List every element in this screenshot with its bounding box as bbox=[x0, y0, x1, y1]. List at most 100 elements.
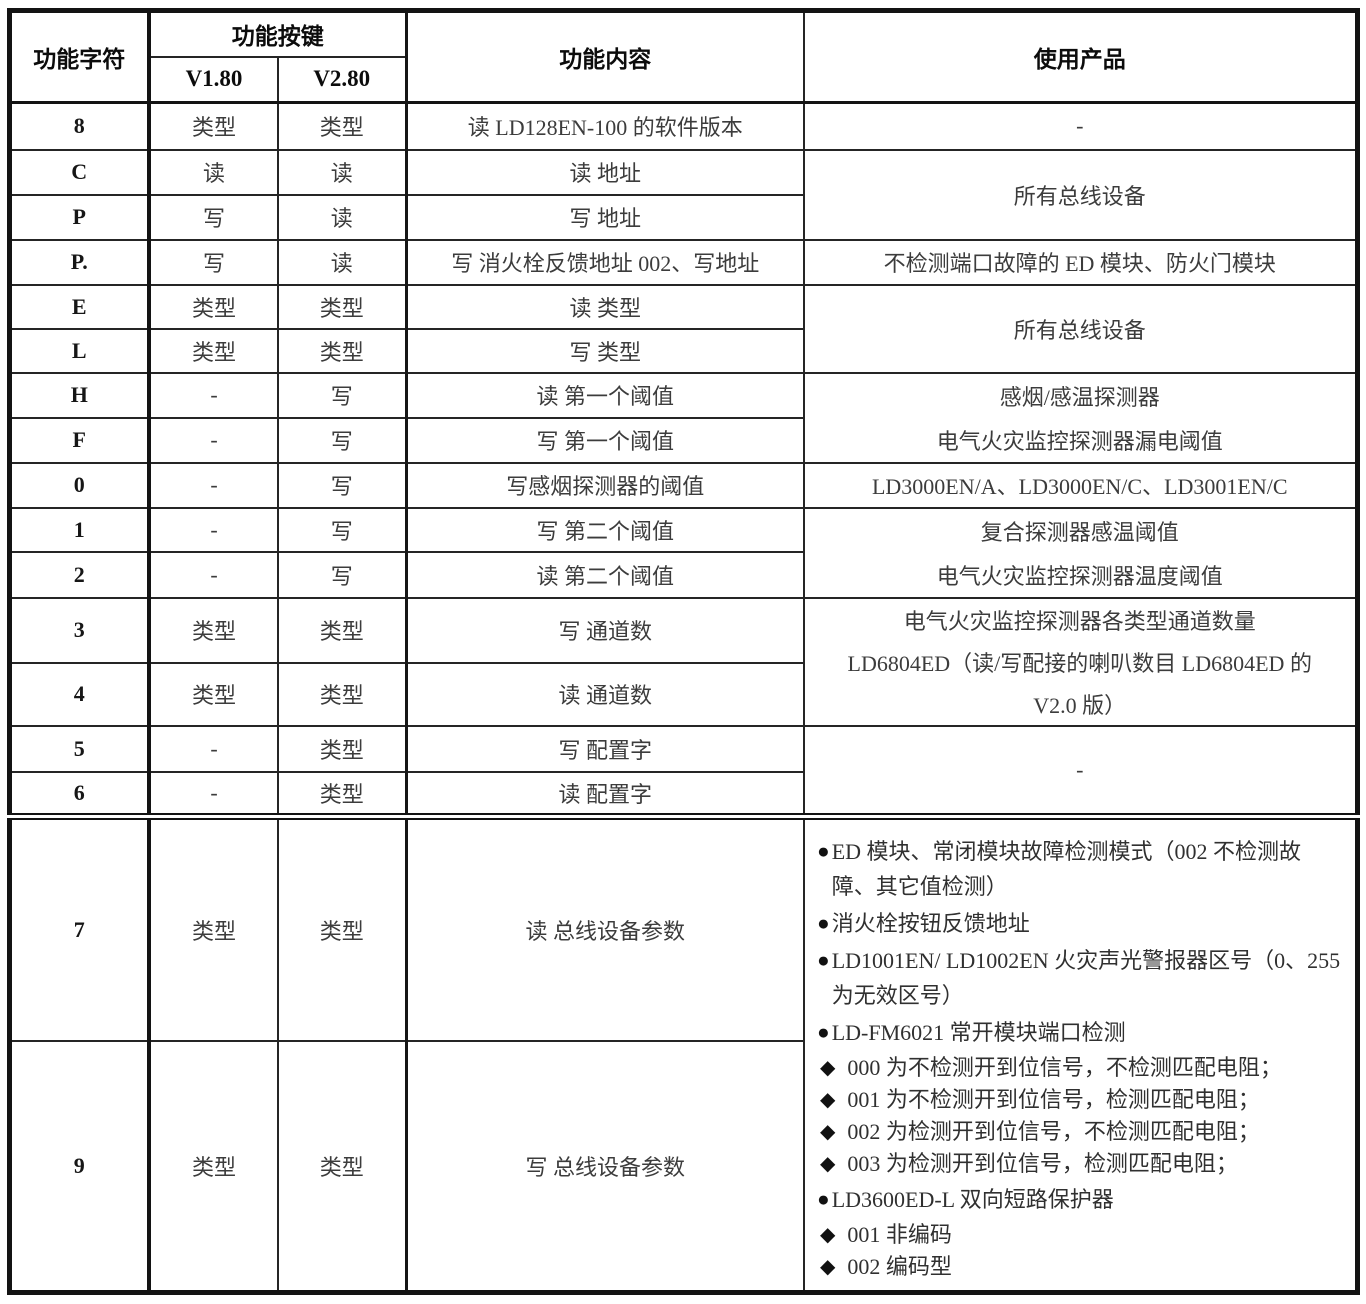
list-item-text: 消火栓按钮反馈地址 bbox=[831, 911, 1030, 936]
cell-v280: 类型 bbox=[277, 101, 408, 151]
header-v180: V1.80 bbox=[148, 55, 279, 104]
header-row-2: V1.80 V2.80 bbox=[9, 55, 1357, 104]
product-line: 复合探测器感温阈值 bbox=[980, 519, 1179, 545]
cell-func-content: 读 类型 bbox=[405, 283, 805, 330]
cell-func-char: 7 bbox=[8, 815, 151, 1042]
circle-bullet-icon: ● bbox=[817, 839, 830, 863]
header-product: 使用产品 bbox=[803, 9, 1358, 104]
cell-v180: 类型 bbox=[148, 101, 279, 151]
table-row: 8 类型 类型 读 LD128EN-100 的软件版本 - bbox=[8, 101, 1358, 151]
table-row: 0 - 写 写感烟探测器的阈值 LD3000EN/A、LD3000EN/C、LD… bbox=[8, 461, 1358, 509]
table-row: F - 写 写 第一个阈值 bbox=[8, 416, 1357, 464]
cell-v180: 写 bbox=[148, 238, 279, 286]
product-line: V2.0 版） bbox=[1033, 692, 1127, 718]
cell-v280: 类型 bbox=[277, 283, 408, 330]
cell-product-detail: ● ED 模块、常闭模块故障检测模式（002 不检测故障、其它值检测） ● 消火栓按… bbox=[803, 815, 1358, 1294]
circle-bullet-icon: ● bbox=[817, 1020, 830, 1044]
cell-func-char: E bbox=[8, 283, 151, 330]
cell-func-char: 8 bbox=[8, 101, 151, 151]
cell-func-content: 写 配置字 bbox=[405, 724, 805, 773]
header-func-keys: 功能按键 bbox=[148, 9, 408, 58]
cell-v280: 类型 bbox=[277, 327, 408, 374]
cell-v280: 读 bbox=[277, 148, 408, 196]
cell-func-content: 读 配置字 bbox=[405, 770, 805, 820]
table-row: 5 - 类型 写 配置字 - bbox=[8, 724, 1358, 820]
diamond-bullet-icon: ◆ bbox=[820, 1057, 836, 1079]
cell-v280: 写 bbox=[277, 550, 408, 599]
list-item-text: LD1001EN/ LD1002EN 火灾声光警报器区号（0、255 为无效区号… bbox=[831, 948, 1341, 1008]
header-func-char: 功能字符 bbox=[8, 9, 151, 104]
cell-func-char: 1 bbox=[8, 506, 151, 553]
list-item-text: ED 模块、常闭模块故障检测模式（002 不检测故障、其它值检测） bbox=[831, 839, 1302, 899]
table-row: P. 写 读 写 消火栓反馈地址 002、写地址 不检测端口故障的 ED 模块、… bbox=[8, 238, 1358, 286]
cell-v180: 读 bbox=[148, 148, 279, 196]
product-line: 电气火灾监控探测器漏电阈值 bbox=[936, 428, 1223, 454]
cell-func-char: P bbox=[8, 193, 151, 241]
cell-func-content: 写 地址 bbox=[405, 193, 805, 241]
cell-func-content: 写感烟探测器的阈值 bbox=[405, 461, 805, 509]
cell-func-content: 读 通道数 bbox=[405, 662, 805, 727]
cell-v180: 写 bbox=[148, 193, 279, 241]
list-item-text: 001 非编码 bbox=[847, 1222, 952, 1247]
list-item: ◆ 001 非编码 bbox=[817, 1219, 1341, 1251]
product-line: 电气火灾监控探测器温度阈值 bbox=[936, 563, 1223, 589]
table-row: 3 类型 类型 写 通道数 电气火灾监控探测器各类型通道数量 LD6804ED（… bbox=[8, 596, 1358, 727]
list-item: ● 消火栓按钮反馈地址 bbox=[817, 906, 1341, 941]
cell-v280: 写 bbox=[277, 461, 408, 509]
cell-v180: 类型 bbox=[148, 815, 279, 1042]
list-item: ● LD3600ED-L 双向短路保护器 bbox=[817, 1182, 1341, 1217]
list-item-text: 002 为检测开到位信号，不检测匹配电阻； bbox=[847, 1119, 1260, 1144]
list-item: ◆ 000 为不检测开到位信号，不检测匹配电阻； bbox=[817, 1052, 1341, 1084]
cell-product: - bbox=[803, 101, 1358, 151]
cell-product-merged: 复合探测器感温阈值 电气火灾监控探测器温度阈值 bbox=[803, 506, 1358, 599]
cell-v280: 读 bbox=[277, 193, 408, 241]
list-item: ● LD-FM6021 常开模块端口检测 bbox=[817, 1015, 1341, 1050]
cell-product-merged: 所有总线设备 bbox=[803, 283, 1358, 374]
cell-func-char: C bbox=[8, 148, 151, 196]
cell-func-content: 读 LD128EN-100 的软件版本 bbox=[405, 101, 805, 151]
list-item-text: 000 为不检测开到位信号，不检测匹配电阻； bbox=[847, 1055, 1282, 1080]
table-row: 7 类型 类型 读 总线设备参数 ● ED 模块、常闭模块故障检测模式（002 不… bbox=[8, 815, 1358, 1294]
product-line: 电气火灾监控探测器各类型通道数量 bbox=[903, 608, 1256, 634]
product-line: 感烟/感温探测器 bbox=[999, 384, 1160, 410]
cell-func-char: 2 bbox=[8, 550, 151, 599]
cell-v180: 类型 bbox=[148, 662, 279, 727]
cell-func-char: 6 bbox=[8, 770, 151, 820]
table-row: L 类型 类型 写 类型 bbox=[8, 327, 1357, 374]
cell-func-content: 写 通道数 bbox=[405, 596, 805, 664]
product-line: LD6804ED（读/写配接的喇叭数目 LD6804ED 的 bbox=[847, 650, 1312, 676]
cell-v180: - bbox=[148, 724, 279, 773]
header-row-1: 功能字符 功能按键 功能内容 使用产品 bbox=[8, 9, 1358, 104]
cell-v180: - bbox=[148, 550, 279, 599]
cell-func-char: 5 bbox=[8, 724, 151, 773]
cell-v280: 写 bbox=[277, 416, 408, 464]
cell-product-merged: 所有总线设备 bbox=[803, 148, 1358, 241]
table-row: 6 - 类型 读 配置字 bbox=[8, 770, 1357, 820]
cell-v180: - bbox=[148, 506, 279, 553]
cell-v280: 类型 bbox=[277, 770, 408, 820]
diamond-bullet-icon: ◆ bbox=[820, 1153, 836, 1175]
diamond-bullet-icon: ◆ bbox=[820, 1089, 836, 1111]
cell-v180: 类型 bbox=[148, 283, 279, 330]
list-item-text: LD-FM6021 常开模块端口检测 bbox=[831, 1020, 1126, 1045]
table-row: E 类型 类型 读 类型 所有总线设备 bbox=[8, 283, 1358, 374]
cell-v280: 类型 bbox=[277, 1039, 408, 1294]
table-row: 2 - 写 读 第二个阈值 bbox=[8, 550, 1357, 599]
diamond-bullet-icon: ◆ bbox=[820, 1121, 836, 1143]
cell-v280: 读 bbox=[277, 238, 408, 286]
cell-func-char: 9 bbox=[8, 1039, 151, 1294]
list-item: ◆ 003 为检测开到位信号，检测匹配电阻； bbox=[817, 1148, 1341, 1180]
circle-bullet-icon: ● bbox=[817, 948, 830, 972]
list-item: ● LD1001EN/ LD1002EN 火灾声光警报器区号（0、255 为无效区… bbox=[817, 943, 1341, 1013]
cell-func-char: 3 bbox=[8, 596, 151, 664]
table-row: 4 类型 类型 读 通道数 bbox=[8, 662, 1357, 727]
cell-func-char: L bbox=[8, 327, 151, 374]
cell-func-char: P. bbox=[8, 238, 151, 286]
cell-func-char: H bbox=[8, 371, 151, 419]
cell-func-content: 读 地址 bbox=[405, 148, 805, 196]
circle-bullet-icon: ● bbox=[817, 911, 830, 935]
cell-func-content: 读 第二个阈值 bbox=[405, 550, 805, 599]
table-row: C 读 读 读 地址 所有总线设备 bbox=[8, 148, 1358, 241]
diamond-bullet-icon: ◆ bbox=[820, 1256, 836, 1278]
circle-bullet-icon: ● bbox=[817, 1187, 830, 1211]
